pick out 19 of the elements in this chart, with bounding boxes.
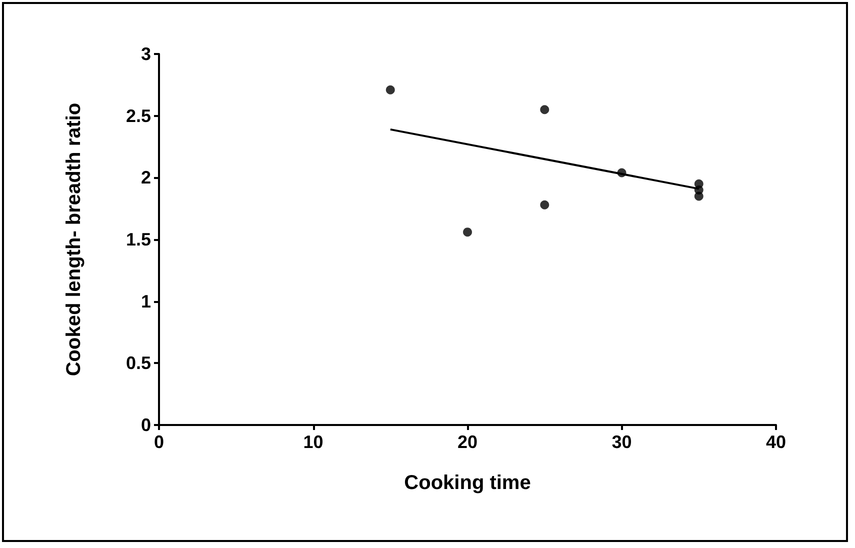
- x-axis-title: Cooking time: [404, 472, 531, 494]
- x-tick-label: 40: [766, 432, 786, 452]
- x-tick-label: 10: [303, 432, 324, 452]
- y-tick-label: 0.5: [126, 353, 151, 374]
- x-tick-label: 20: [457, 432, 478, 452]
- y-tick-label: 1.5: [126, 230, 151, 250]
- point: [540, 105, 550, 114]
- y-tick-label: 3: [140, 44, 151, 64]
- y-tick-label: 2: [140, 168, 151, 188]
- point: [540, 200, 550, 210]
- y-tick-label: 0: [140, 415, 151, 435]
- x-tick-label: 30: [612, 432, 632, 452]
- y-axis-title: Cooked length- breadth ratio: [63, 102, 85, 376]
- point: [694, 192, 704, 201]
- point: [386, 85, 395, 94]
- y-tick-label: 2.5: [126, 106, 151, 126]
- y-tick-label: 1: [140, 291, 151, 312]
- x-tick-label: 0: [154, 432, 164, 452]
- point: [463, 228, 472, 237]
